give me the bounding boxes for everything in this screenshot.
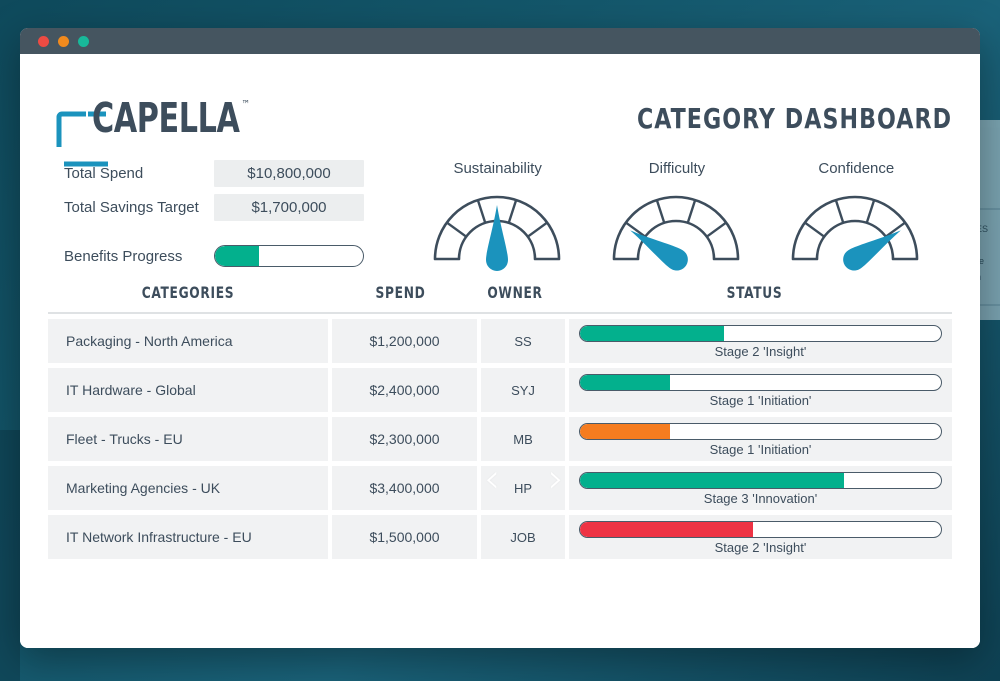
cell-spend: $2,400,000 <box>332 368 477 412</box>
gauge-label: Confidence <box>818 160 895 177</box>
gauge-needle-icon <box>485 205 508 271</box>
table-row[interactable]: IT Network Infrastructure - EU $1,500,00… <box>48 515 952 559</box>
status-stage-label: Stage 2 'Insight' <box>714 540 807 555</box>
summary-and-gauges: Total Spend $10,800,000 Total Savings Ta… <box>48 156 952 271</box>
gauge-difficulty: Difficulty <box>597 160 757 271</box>
maximize-button[interactable] <box>78 35 89 47</box>
gauge-needle-icon <box>843 230 902 271</box>
status-progress-bar <box>579 472 942 489</box>
status-progress-bar <box>579 521 942 538</box>
cell-spend: $3,400,000 <box>332 466 477 510</box>
browser-window: CAPELLA ™ CATEGORY DASHBOARD Total Spend… <box>20 28 980 648</box>
status-progress-bar <box>579 325 942 342</box>
column-header-owner: OWNER <box>487 283 543 302</box>
table-header-row: CATEGORIES SPEND OWNER STATUS <box>48 283 952 314</box>
column-header-spend: SPEND <box>375 283 426 302</box>
cell-spend: $1,200,000 <box>332 319 477 363</box>
cell-category: Marketing Agencies - UK <box>48 466 328 510</box>
cell-status: Stage 2 'Insight' <box>569 515 952 559</box>
cell-owner: SYJ <box>481 368 565 412</box>
cell-category: Packaging - North America <box>48 319 328 363</box>
logo-wordmark: CAPELLA ™ <box>92 94 250 142</box>
close-button[interactable] <box>38 35 49 47</box>
cell-status: Stage 1 'Initiation' <box>569 417 952 461</box>
gauge-label: Sustainability <box>453 160 542 177</box>
dashboard-page: CAPELLA ™ CATEGORY DASHBOARD Total Spend… <box>20 54 980 648</box>
status-stage-label: Stage 1 'Initiation' <box>709 442 812 457</box>
status-stage-label: Stage 2 'Insight' <box>714 344 807 359</box>
gauge-dial-icon <box>433 195 560 271</box>
benefits-progress-bar <box>214 245 364 267</box>
status-progress-fill <box>580 522 754 537</box>
savings-target-row: Total Savings Target $1,700,000 <box>64 194 408 221</box>
background-stripe-left <box>0 430 20 681</box>
table-body: Packaging - North America $1,200,000 SS … <box>48 319 952 559</box>
cell-owner: JOB <box>481 515 565 559</box>
carousel-next-button[interactable]: › <box>548 456 564 502</box>
total-spend-row: Total Spend $10,800,000 <box>64 160 408 187</box>
cell-spend: $1,500,000 <box>332 515 477 559</box>
column-header-categories: CATEGORIES <box>141 283 235 302</box>
cell-category: IT Hardware - Global <box>48 368 328 412</box>
total-spend-label: Total Spend <box>64 165 144 182</box>
cell-status: Stage 2 'Insight' <box>569 319 952 363</box>
cell-category: Fleet - Trucks - EU <box>48 417 328 461</box>
logo-text: CAPELLA <box>92 94 240 142</box>
cell-status: Stage 1 'Initiation' <box>569 368 952 412</box>
summary-panel: Total Spend $10,800,000 Total Savings Ta… <box>48 160 408 267</box>
status-stage-label: Stage 3 'Innovation' <box>703 491 818 506</box>
status-progress-fill <box>580 375 671 390</box>
status-progress-fill <box>580 424 671 439</box>
carousel-prev-button[interactable]: ‹ <box>484 456 500 502</box>
background-text-1: ES <box>976 224 989 234</box>
capella-logo[interactable]: CAPELLA ™ <box>48 94 272 167</box>
page-title: CATEGORY DASHBOARD <box>636 101 952 135</box>
gauge-label: Difficulty <box>648 160 706 177</box>
page-header: CAPELLA ™ CATEGORY DASHBOARD <box>48 54 952 167</box>
table-row[interactable]: Marketing Agencies - UK $3,400,000 HP St… <box>48 466 952 510</box>
categories-table: CATEGORIES SPEND OWNER STATUS Packaging … <box>48 283 952 559</box>
logo-bracket-icon <box>56 111 108 167</box>
cell-owner: SS <box>481 319 565 363</box>
benefits-progress-fill <box>215 246 260 266</box>
gauge-dial-icon <box>612 195 740 271</box>
minimize-button[interactable] <box>58 35 69 47</box>
table-row[interactable]: Fleet - Trucks - EU $2,300,000 MB Stage … <box>48 417 952 461</box>
status-progress-bar <box>579 374 942 391</box>
logo-trademark: ™ <box>241 98 250 111</box>
savings-target-value: $1,700,000 <box>214 194 364 221</box>
cell-category: IT Network Infrastructure - EU <box>48 515 328 559</box>
column-header-status: STATUS <box>726 283 783 302</box>
gauge-sustainability: Sustainability <box>418 160 578 271</box>
status-progress-bar <box>579 423 942 440</box>
benefits-progress-row: Benefits Progress <box>64 245 408 267</box>
cell-owner: HP <box>481 466 565 510</box>
status-stage-label: Stage 1 'Initiation' <box>709 393 812 408</box>
savings-target-label: Total Savings Target <box>64 199 199 216</box>
gauge-dial-icon <box>792 195 919 271</box>
benefits-progress-label: Benefits Progress <box>64 247 183 265</box>
gauge-needle-icon <box>630 230 688 271</box>
cell-owner: MB <box>481 417 565 461</box>
gauge-group: Sustainability Difficulty Confidence <box>408 160 952 271</box>
total-spend-value: $10,800,000 <box>214 160 364 187</box>
gauge-confidence: Confidence <box>776 160 936 271</box>
cell-status: Stage 3 'Innovation' <box>569 466 952 510</box>
background-text-2: re <box>976 256 985 266</box>
table-row[interactable]: IT Hardware - Global $2,400,000 SYJ Stag… <box>48 368 952 412</box>
status-progress-fill <box>580 326 725 341</box>
table-row[interactable]: Packaging - North America $1,200,000 SS … <box>48 319 952 363</box>
status-progress-fill <box>580 473 844 488</box>
cell-spend: $2,300,000 <box>332 417 477 461</box>
window-titlebar <box>20 28 980 54</box>
